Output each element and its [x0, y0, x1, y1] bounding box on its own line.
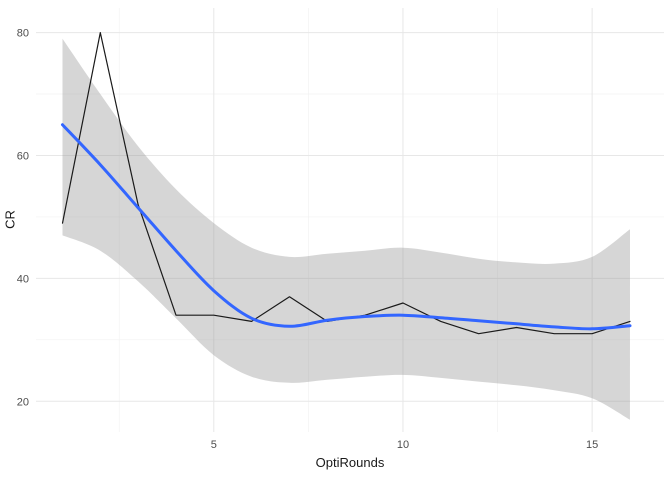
x-tick-label: 5	[211, 439, 217, 451]
y-tick-label: 40	[17, 273, 29, 285]
x-axis-title: OptiRounds	[315, 455, 385, 470]
y-axis-title: CR	[2, 210, 18, 229]
y-tick-label: 60	[17, 150, 29, 162]
x-tick-label: 15	[586, 439, 598, 451]
y-tick-label: 80	[17, 28, 29, 40]
x-tick-label: 10	[397, 439, 409, 451]
panel-background	[36, 8, 664, 432]
loess-smooth-line	[60, 123, 632, 331]
y-tick-label: 20	[17, 396, 29, 408]
confidence-band	[62, 38, 630, 420]
